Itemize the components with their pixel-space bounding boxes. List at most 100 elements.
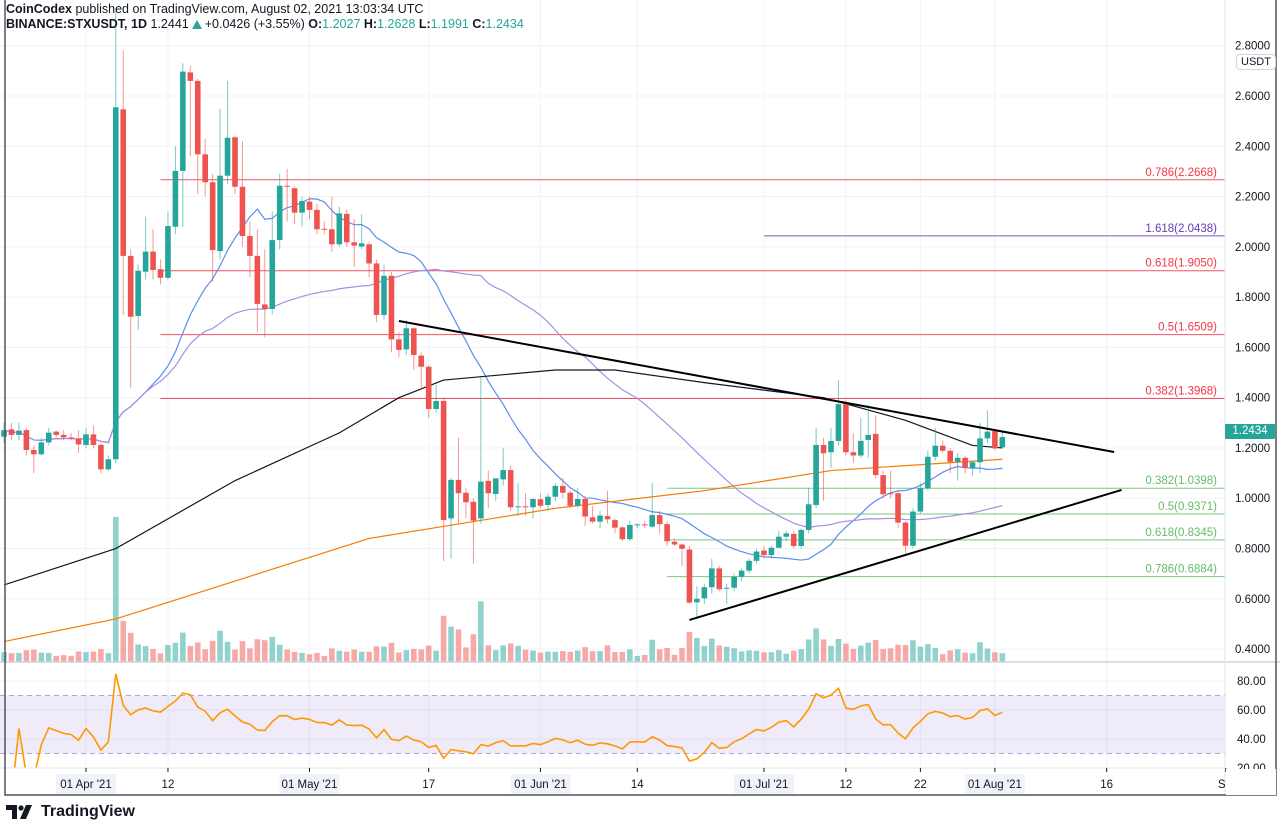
- candle[interactable]: [671, 538, 678, 547]
- candle[interactable]: [738, 568, 745, 582]
- candle[interactable]: [798, 528, 804, 549]
- rsi-pane[interactable]: [0, 673, 1225, 797]
- candle[interactable]: [8, 422, 15, 441]
- candle[interactable]: [157, 259, 164, 285]
- candle[interactable]: [150, 229, 156, 280]
- candle[interactable]: [239, 141, 246, 247]
- candle[interactable]: [224, 80, 231, 184]
- currency-badge[interactable]: USDT: [1236, 54, 1276, 70]
- candle[interactable]: [790, 530, 797, 549]
- candle[interactable]: [872, 415, 879, 479]
- candle[interactable]: [262, 249, 268, 338]
- candle[interactable]: [723, 583, 730, 604]
- candle[interactable]: [761, 546, 767, 559]
- candle[interactable]: [500, 447, 506, 486]
- candle[interactable]: [969, 460, 976, 476]
- candle[interactable]: [16, 422, 22, 441]
- candle[interactable]: [813, 427, 819, 509]
- candle[interactable]: [634, 523, 641, 529]
- candle[interactable]: [187, 65, 194, 157]
- candle[interactable]: [917, 483, 924, 514]
- candle[interactable]: [537, 493, 544, 509]
- candle[interactable]: [910, 508, 916, 549]
- moving-average-line[interactable]: [3, 198, 1003, 561]
- rsi-line[interactable]: [12, 673, 1003, 797]
- candle[interactable]: [962, 455, 968, 474]
- candle[interactable]: [23, 427, 30, 456]
- candle[interactable]: [783, 530, 790, 541]
- candle[interactable]: [329, 196, 335, 252]
- candle[interactable]: [485, 470, 492, 509]
- candle[interactable]: [828, 427, 834, 469]
- candle[interactable]: [284, 168, 290, 222]
- candle[interactable]: [522, 493, 529, 516]
- candle[interactable]: [641, 520, 648, 529]
- time-axis[interactable]: 01 Apr '21 12 01 May '21 17 01 Jun '21 14 01 J…: [56, 768, 1232, 794]
- candle[interactable]: [895, 490, 901, 529]
- candle[interactable]: [83, 427, 89, 448]
- candle[interactable]: [746, 558, 752, 574]
- candle[interactable]: [120, 50, 127, 315]
- candle[interactable]: [716, 566, 723, 592]
- candle[interactable]: [254, 229, 261, 333]
- candle[interactable]: [269, 211, 276, 315]
- candle[interactable]: [776, 530, 782, 549]
- candle[interactable]: [411, 327, 417, 371]
- candle[interactable]: [753, 548, 760, 564]
- symbol-name[interactable]: BINANCE:STXUSDT, 1D: [6, 17, 147, 31]
- candle[interactable]: [314, 204, 320, 235]
- candle[interactable]: [589, 505, 596, 524]
- candle[interactable]: [597, 510, 603, 529]
- candle[interactable]: [68, 432, 74, 441]
- candle[interactable]: [366, 241, 372, 278]
- price-axis[interactable]: 0.4000 0.6000 0.8000 1.0000 1.2000 1.4000 1.60…: [1235, 41, 1270, 656]
- moving-average-line[interactable]: [3, 268, 1003, 529]
- candle[interactable]: [418, 352, 425, 391]
- candle[interactable]: [351, 219, 357, 267]
- candle[interactable]: [209, 173, 216, 283]
- candle[interactable]: [939, 440, 946, 453]
- candle[interactable]: [492, 478, 499, 501]
- candle[interactable]: [947, 447, 953, 474]
- candle[interactable]: [507, 465, 514, 511]
- candle[interactable]: [455, 437, 462, 524]
- candle[interactable]: [560, 478, 566, 499]
- candle[interactable]: [656, 510, 663, 534]
- candle[interactable]: [545, 493, 551, 511]
- candle[interactable]: [768, 546, 775, 559]
- trendline[interactable]: [689, 488, 1122, 621]
- candle[interactable]: [932, 427, 939, 461]
- trendline[interactable]: [398, 320, 1115, 453]
- candle[interactable]: [98, 442, 104, 474]
- candle[interactable]: [649, 483, 655, 529]
- candle[interactable]: [858, 417, 864, 459]
- candle[interactable]: [604, 490, 611, 524]
- candle[interactable]: [403, 319, 410, 355]
- candle[interactable]: [470, 498, 477, 564]
- moving-average-line[interactable]: [3, 458, 1003, 643]
- candle[interactable]: [343, 209, 350, 247]
- candle[interactable]: [425, 364, 432, 418]
- candle[interactable]: [202, 138, 208, 197]
- candle[interactable]: [992, 430, 998, 451]
- candle[interactable]: [396, 332, 402, 358]
- candle[interactable]: [567, 490, 574, 509]
- candle[interactable]: [850, 432, 857, 464]
- candle[interactable]: [865, 405, 872, 459]
- candle[interactable]: [321, 221, 328, 235]
- candle[interactable]: [701, 583, 708, 604]
- candle[interactable]: [582, 495, 588, 526]
- candle[interactable]: [664, 520, 670, 547]
- candle[interactable]: [843, 400, 849, 456]
- candle[interactable]: [805, 488, 812, 534]
- candle[interactable]: [880, 470, 886, 499]
- candle[interactable]: [172, 146, 179, 235]
- candle[interactable]: [276, 173, 283, 250]
- moving-average-line[interactable]: [3, 369, 1003, 586]
- candle[interactable]: [358, 214, 365, 250]
- candle[interactable]: [31, 445, 37, 474]
- candle[interactable]: [999, 432, 1006, 449]
- candle[interactable]: [90, 425, 97, 448]
